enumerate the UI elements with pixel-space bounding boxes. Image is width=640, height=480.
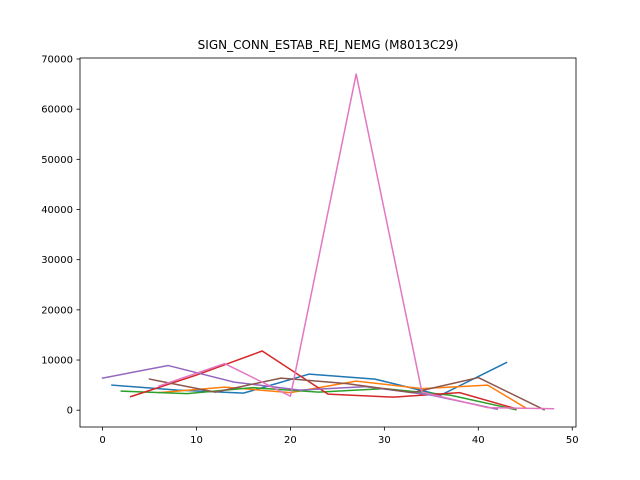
x-tick-label: 50 bbox=[566, 435, 579, 446]
x-tick-label: 40 bbox=[472, 435, 485, 446]
series-line-7 bbox=[157, 73, 555, 410]
y-tick-label: 30000 bbox=[41, 255, 73, 266]
x-tick-label: 10 bbox=[190, 435, 203, 446]
series-line-1 bbox=[111, 361, 508, 396]
chart-title: SIGN_CONN_ESTAB_REJ_NEMG (M8013C29) bbox=[198, 38, 459, 52]
series-line-2 bbox=[158, 380, 527, 409]
x-tick-label: 20 bbox=[284, 435, 297, 446]
axes-layer: 0 10 20 30 40 50 0 10000 20000 30000 40000 50000 600… bbox=[41, 55, 578, 446]
x-tick-label: 0 bbox=[99, 435, 105, 446]
x-tick-label: 30 bbox=[378, 435, 391, 446]
series-layer bbox=[101, 73, 555, 411]
series-line-5 bbox=[101, 364, 498, 411]
y-tick-label: 60000 bbox=[41, 105, 73, 116]
series-line-6 bbox=[148, 376, 546, 411]
series-line-4 bbox=[129, 350, 517, 410]
y-tick-label: 50000 bbox=[41, 155, 73, 166]
y-tick-label: 20000 bbox=[41, 305, 73, 316]
y-tick-label: 40000 bbox=[41, 205, 73, 216]
series-line-3 bbox=[120, 386, 517, 411]
plot-frame bbox=[79, 57, 577, 428]
y-tick-label: 10000 bbox=[41, 356, 73, 367]
y-tick-label: 0 bbox=[67, 406, 73, 417]
y-tick-label: 70000 bbox=[41, 55, 73, 66]
